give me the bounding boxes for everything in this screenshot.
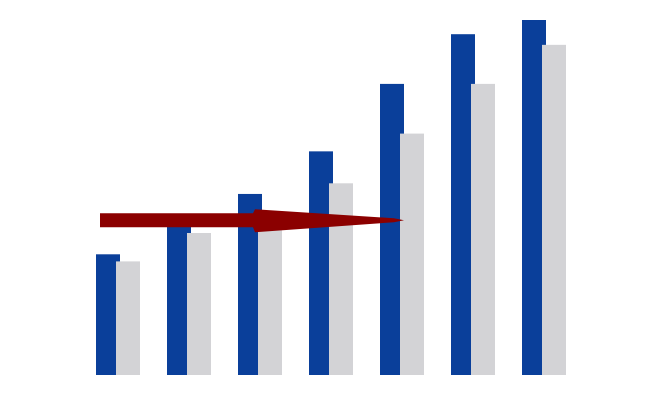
arrow-annotation [100, 209, 404, 233]
bar-series2-2 [187, 233, 211, 375]
bar-series2-7 [542, 44, 566, 375]
bar-series2-5 [400, 133, 424, 375]
bar-series2-1 [116, 261, 140, 375]
bar-series2-4 [329, 183, 353, 375]
bar-series2-3 [258, 225, 282, 375]
bar-series2-6 [471, 83, 495, 376]
